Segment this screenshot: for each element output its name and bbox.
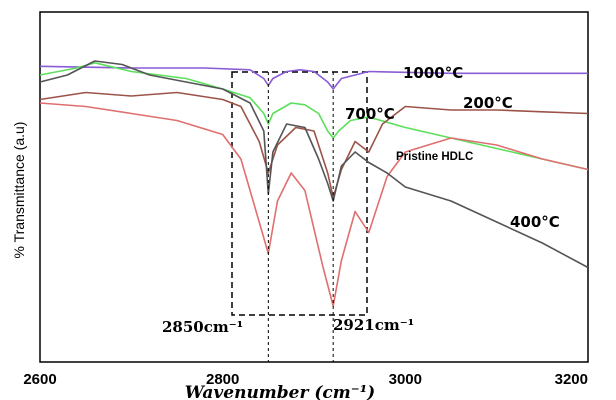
series-line-400-c — [39, 60, 589, 269]
x-tick-label: 2600 — [23, 371, 56, 388]
label-200c: 200°C — [463, 94, 513, 112]
label-pristine-hdlc: Pristine HDLC — [396, 151, 473, 163]
x-tick-label: 2800 — [206, 371, 239, 388]
series-line-200-c — [39, 91, 589, 199]
series-line-700-c — [39, 61, 589, 171]
peak-label-2921: 2921cm⁻¹ — [333, 316, 414, 334]
series-line-pristine-hdlc — [39, 102, 589, 307]
label-700c: 700°C — [345, 105, 395, 123]
plot-frame — [39, 11, 589, 363]
peak-label-2850: 2850cm⁻¹ — [162, 318, 243, 336]
label-400c: 400°C — [510, 213, 560, 231]
x-axis-label: Wavenumber (cm⁻¹) — [185, 383, 375, 400]
label-1000c: 1000°C — [403, 64, 463, 82]
highlight-box — [231, 71, 368, 316]
x-tick-label: 3000 — [389, 371, 422, 388]
x-tick-label: 3200 — [555, 371, 588, 388]
series-layer — [39, 60, 589, 307]
y-axis-label: % Transmittance (a.u) — [11, 122, 27, 259]
series-line-1000-c — [39, 65, 588, 90]
